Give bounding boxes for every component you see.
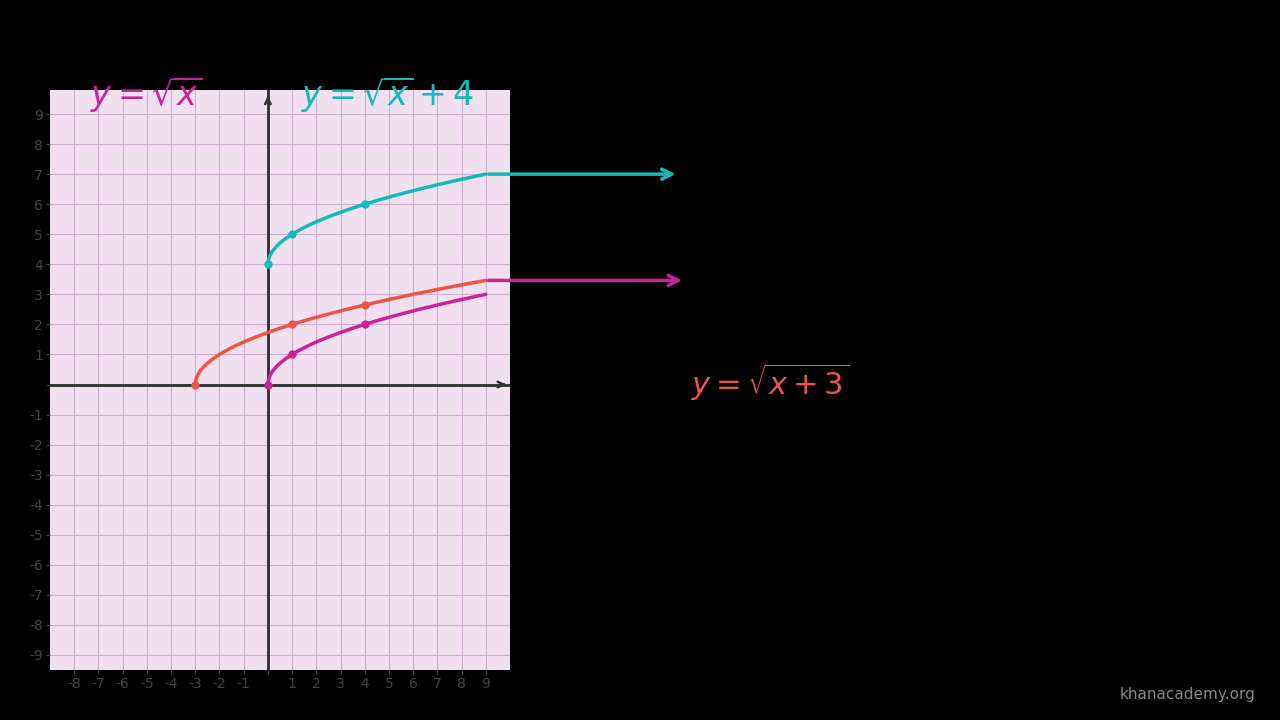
Text: $y = \sqrt{x} + 4$: $y = \sqrt{x} + 4$ [301, 73, 474, 114]
Text: $y = \sqrt{x}$: $y = \sqrt{x}$ [90, 73, 202, 114]
Text: khanacademy.org: khanacademy.org [1120, 687, 1256, 702]
Text: $y = \sqrt{x+3}$: $y = \sqrt{x+3}$ [691, 361, 850, 402]
